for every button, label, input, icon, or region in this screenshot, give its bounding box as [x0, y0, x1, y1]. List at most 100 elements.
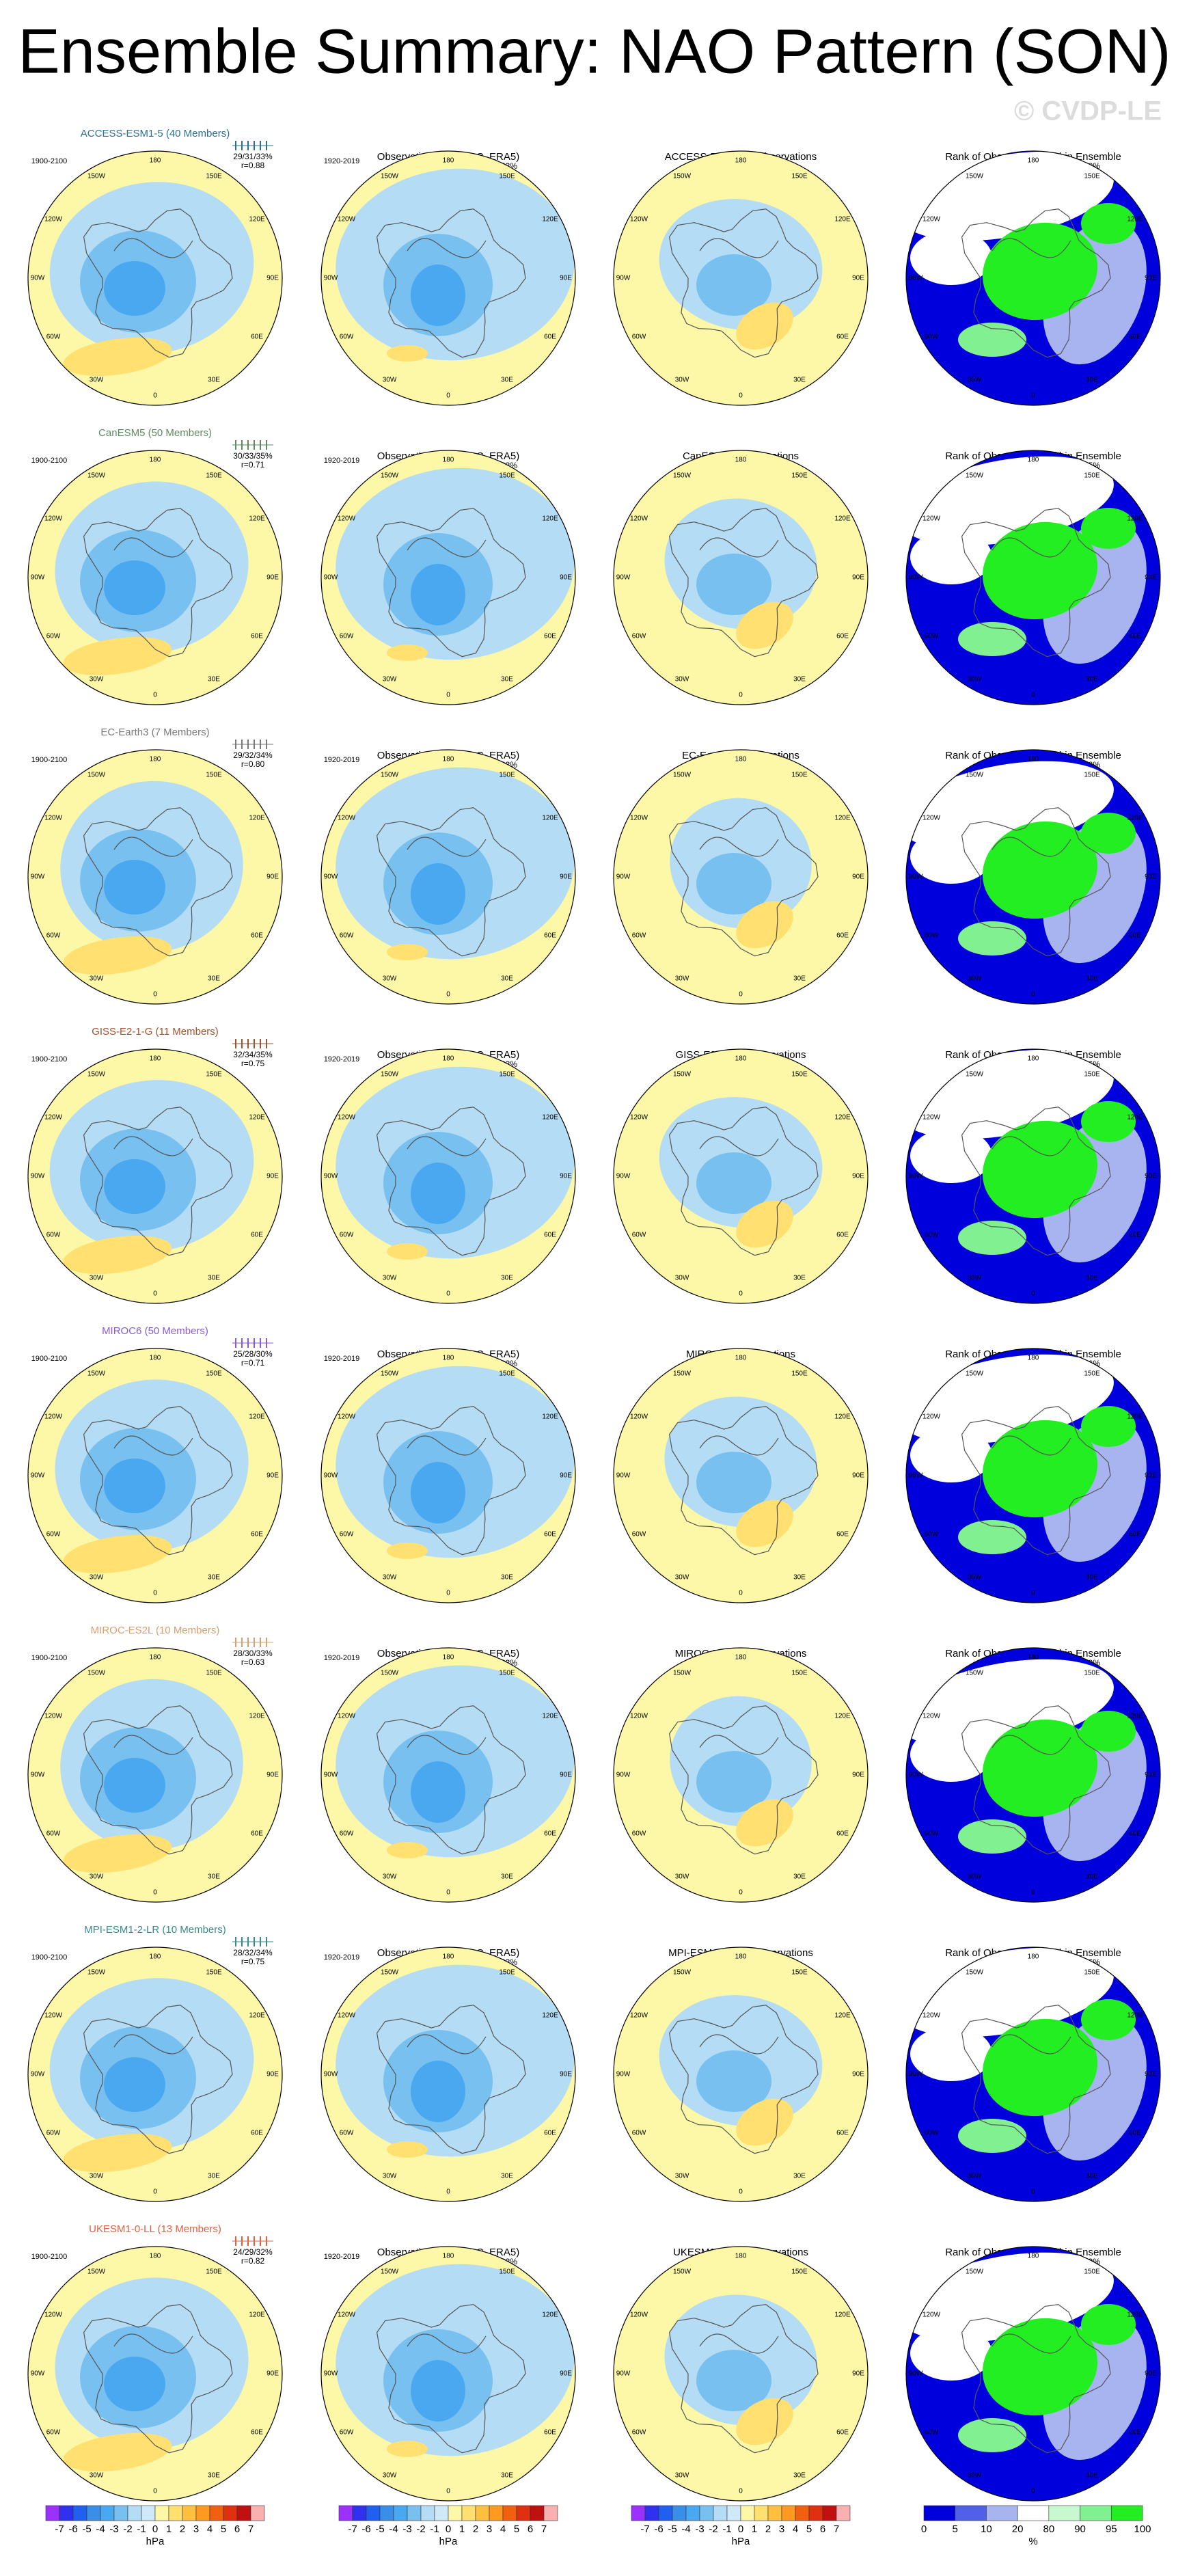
- longitude-label: 30W: [675, 975, 689, 983]
- longitude-label: 60W: [46, 2429, 61, 2437]
- longitude-label: 180: [735, 1055, 747, 1063]
- longitude-label: 30E: [1086, 2472, 1098, 2480]
- map-shading: [411, 1462, 465, 1523]
- longitude-label: 30E: [501, 377, 513, 384]
- longitude-label: 60E: [836, 1531, 849, 1538]
- watermark: © CVDP-LE: [1014, 96, 1162, 126]
- longitude-label: 150E: [791, 472, 808, 480]
- map-border: [320, 450, 576, 705]
- map-shading: [104, 2057, 165, 2112]
- longitude-label: 150W: [966, 173, 984, 180]
- longitude-label: 150W: [966, 472, 984, 480]
- coastline: [376, 2304, 526, 2454]
- colorbar-label: -2: [709, 2523, 718, 2535]
- colorbar-label: 7: [248, 2523, 254, 2535]
- longitude-label: 180: [443, 756, 454, 763]
- longitude-label: 180: [735, 2253, 747, 2260]
- longitude-label: 90E: [266, 1772, 279, 1779]
- map: [614, 2247, 868, 2501]
- map: [906, 151, 1160, 405]
- coastline: [113, 1435, 193, 1456]
- longitude-label: 90E: [852, 275, 864, 282]
- colorbar-box: [699, 2505, 714, 2521]
- longitude-label: 90W: [324, 574, 338, 582]
- map-shading: [696, 2050, 771, 2112]
- model-title: MPI-ESM1-2-LR (10 Members): [84, 1924, 226, 1936]
- map-border: [613, 1647, 869, 1903]
- map-shading: [411, 863, 465, 925]
- map-shading: [910, 530, 992, 584]
- coastline: [407, 1435, 487, 1456]
- colorbar-label: -5: [668, 2523, 676, 2535]
- longitude-label: 30E: [208, 2472, 220, 2480]
- longitude-label: 30E: [1086, 1574, 1098, 1582]
- longitude-label: 180: [1028, 157, 1039, 165]
- longitude-label: 150E: [499, 772, 515, 779]
- longitude-label: 30W: [675, 1574, 689, 1582]
- map-shading: [387, 1243, 428, 1260]
- colorbar-box: [955, 2505, 987, 2521]
- colorbar-box: [658, 2505, 673, 2521]
- longitude-label: 120W: [44, 2311, 63, 2319]
- longitude-label: 0: [446, 1889, 450, 1897]
- longitude-label: 30W: [383, 1574, 397, 1582]
- coastline: [699, 238, 779, 258]
- longitude-label: 180: [150, 457, 161, 464]
- longitude-label: 90E: [266, 275, 279, 282]
- colorbar-label: 5: [514, 2523, 519, 2535]
- longitude-label: 60E: [836, 932, 849, 940]
- colorbar-box: [986, 2505, 1018, 2521]
- pattern-correlation: r=0.71: [241, 1358, 265, 1368]
- colorbar-label: 7: [834, 2523, 839, 2535]
- longitude-label: 150W: [381, 1071, 399, 1079]
- map: [321, 450, 575, 705]
- longitude-label: 120E: [542, 2311, 558, 2319]
- longitude-label: 150W: [87, 1969, 106, 1977]
- map-border: [905, 1348, 1161, 1603]
- period-label: 1900-2100: [31, 457, 68, 465]
- map-shading: [387, 1842, 428, 1858]
- longitude-label: 150W: [966, 1370, 984, 1378]
- map-shading: [63, 337, 172, 377]
- longitude-label: 150W: [381, 1969, 399, 1977]
- longitude-label: 150E: [499, 173, 515, 180]
- longitude-label: 0: [739, 1590, 743, 1597]
- period-label: 1920-2019: [324, 157, 360, 165]
- coastline: [407, 837, 487, 857]
- map-shading: [1081, 1999, 1136, 2040]
- longitude-label: 30W: [90, 1873, 104, 1881]
- longitude-label: 120E: [1127, 2311, 1143, 2319]
- map-border: [613, 1048, 869, 1304]
- map: [28, 2247, 282, 2501]
- map: [906, 1049, 1160, 1303]
- map-shading: [104, 1459, 165, 1513]
- longitude-label: 90W: [31, 2071, 45, 2078]
- longitude-label: 60E: [1129, 334, 1141, 341]
- longitude-label: 30E: [1086, 377, 1098, 384]
- longitude-label: 90E: [852, 1772, 864, 1779]
- longitude-label: 120E: [249, 1114, 265, 1122]
- longitude-label: 60E: [251, 2429, 263, 2437]
- colorbar-box: [434, 2505, 449, 2521]
- map-border: [320, 1048, 576, 1304]
- longitude-label: 0: [1031, 1889, 1035, 1897]
- longitude-label: 90E: [852, 2370, 864, 2378]
- colorbar-box: [502, 2505, 517, 2521]
- colorbar-label: 5: [806, 2523, 812, 2535]
- longitude-label: 90W: [909, 873, 923, 881]
- longitude-label: 90E: [266, 1173, 279, 1180]
- map-shading: [982, 521, 1098, 620]
- longitude-label: 90W: [616, 2370, 631, 2378]
- longitude-label: 60W: [632, 633, 646, 640]
- map-border: [27, 1647, 283, 1903]
- longitude-label: 180: [443, 1355, 454, 1362]
- map-shading: [1081, 813, 1136, 854]
- longitude-label: 150E: [1084, 2268, 1100, 2276]
- longitude-label: 30W: [90, 377, 104, 384]
- period-label: 1920-2019: [324, 1055, 360, 1063]
- colorbar-label: -6: [68, 2523, 77, 2535]
- longitude-label: 120W: [338, 515, 356, 523]
- colorbar-label: 95: [1106, 2523, 1117, 2535]
- coastline: [668, 2304, 819, 2454]
- longitude-label: 150W: [673, 472, 692, 480]
